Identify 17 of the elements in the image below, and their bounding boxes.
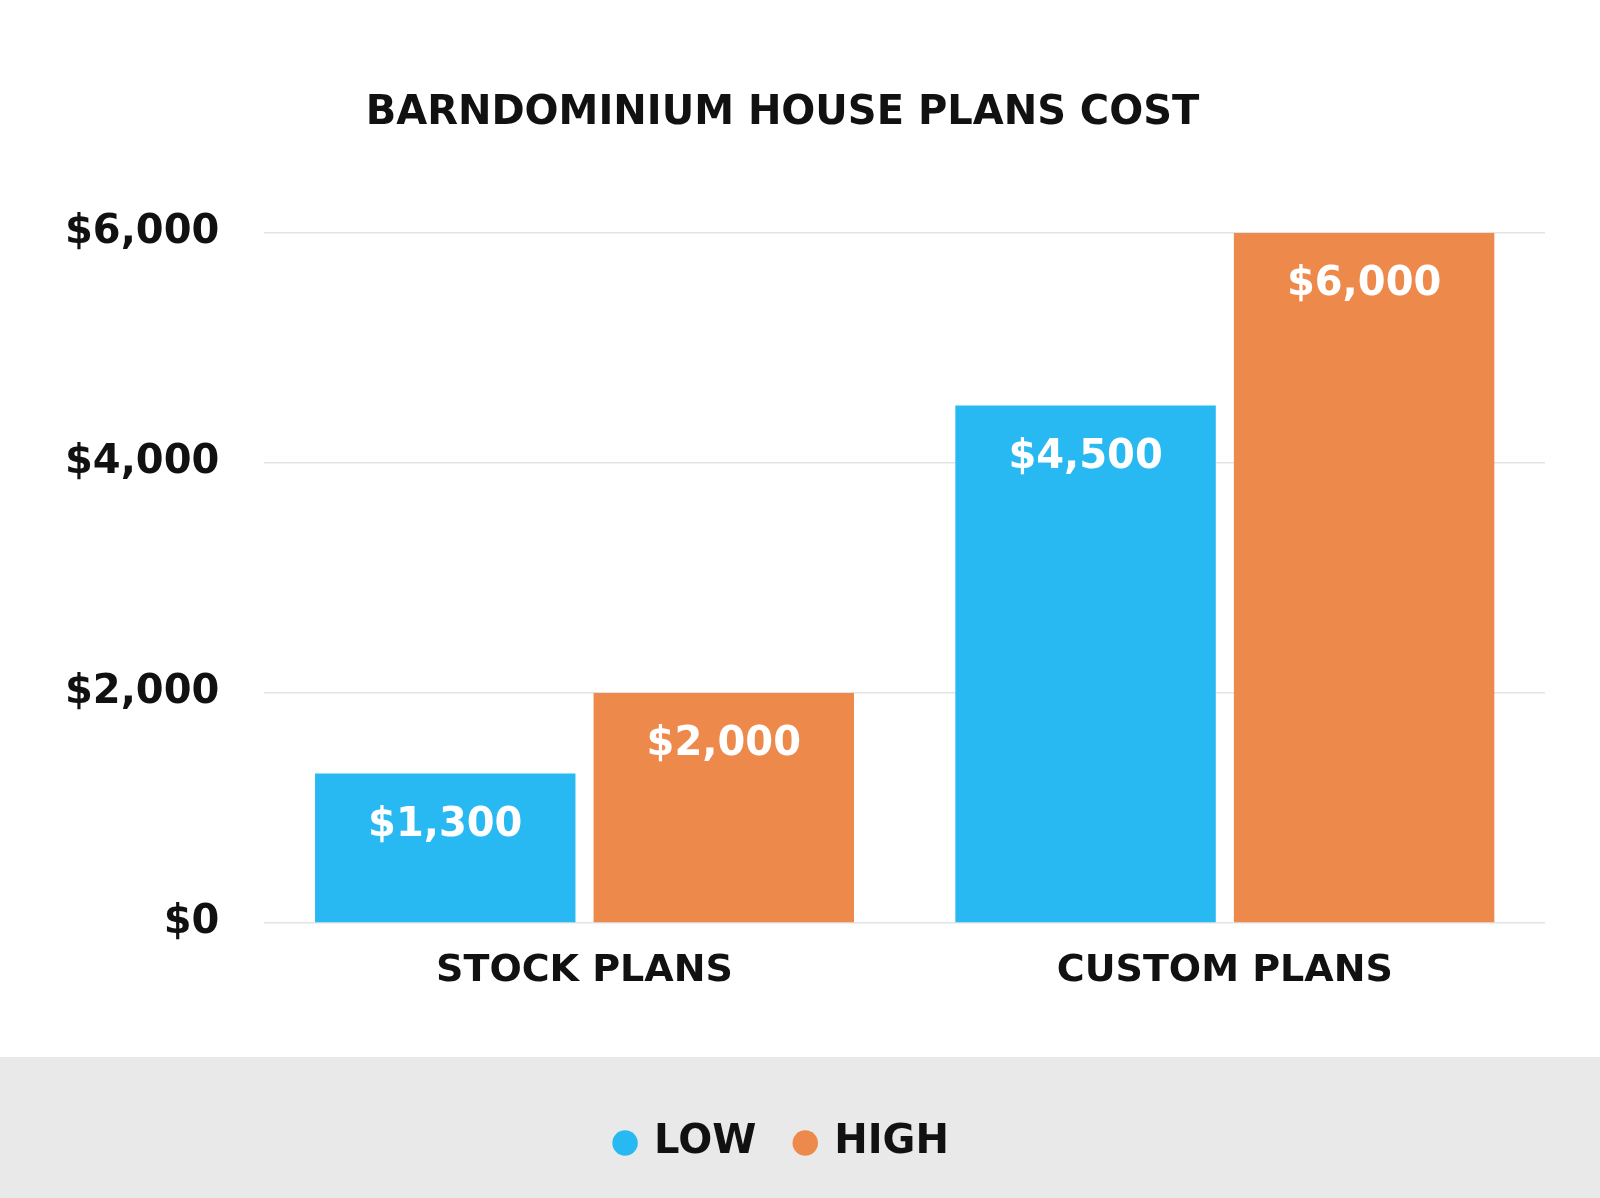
- data-label: $4,500: [1008, 430, 1163, 477]
- bar: [955, 405, 1216, 923]
- bar: [315, 773, 576, 923]
- y-tick-label: $4,000: [65, 436, 220, 483]
- legend-label: HIGH: [834, 1116, 949, 1163]
- x-tick-label: CUSTOM PLANS: [1056, 945, 1393, 990]
- chart-title: BARNDOMINIUM HOUSE PLANS COST: [365, 87, 1201, 134]
- bar: [593, 693, 854, 923]
- data-label: $6,000: [1286, 258, 1442, 305]
- bar: [1233, 233, 1495, 923]
- x-tick-label: STOCK PLANS: [436, 945, 733, 990]
- y-tick-label: $2,000: [65, 666, 220, 713]
- data-label: $1,300: [368, 798, 523, 845]
- data-label: $2,000: [646, 718, 801, 765]
- y-tick-label: $6,000: [65, 206, 220, 253]
- legend-label: LOW: [654, 1116, 757, 1163]
- y-tick-label: $0: [163, 896, 220, 943]
